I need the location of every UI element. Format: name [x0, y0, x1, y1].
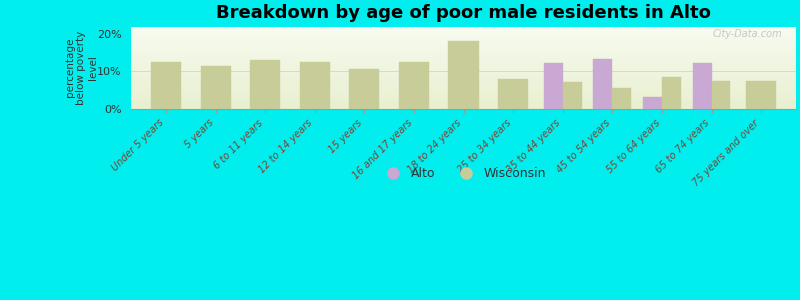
Bar — [711, 81, 730, 109]
Bar — [693, 63, 711, 109]
Bar — [250, 60, 280, 109]
Bar — [746, 81, 776, 109]
Y-axis label: percentage
below poverty
level: percentage below poverty level — [65, 30, 98, 105]
Bar — [562, 82, 582, 109]
Bar — [300, 62, 330, 109]
Bar — [449, 41, 478, 109]
Bar — [612, 88, 631, 109]
Bar — [594, 59, 612, 109]
Title: Breakdown by age of poor male residents in Alto: Breakdown by age of poor male residents … — [216, 4, 711, 22]
Bar — [498, 79, 528, 109]
Text: City-Data.com: City-Data.com — [713, 29, 782, 39]
Bar — [643, 98, 662, 109]
Bar — [201, 66, 230, 109]
Bar — [662, 77, 681, 109]
Bar — [399, 62, 429, 109]
Bar — [544, 63, 562, 109]
Bar — [350, 69, 379, 109]
Legend: Alto, Wisconsin: Alto, Wisconsin — [376, 163, 551, 185]
Bar — [151, 62, 181, 109]
